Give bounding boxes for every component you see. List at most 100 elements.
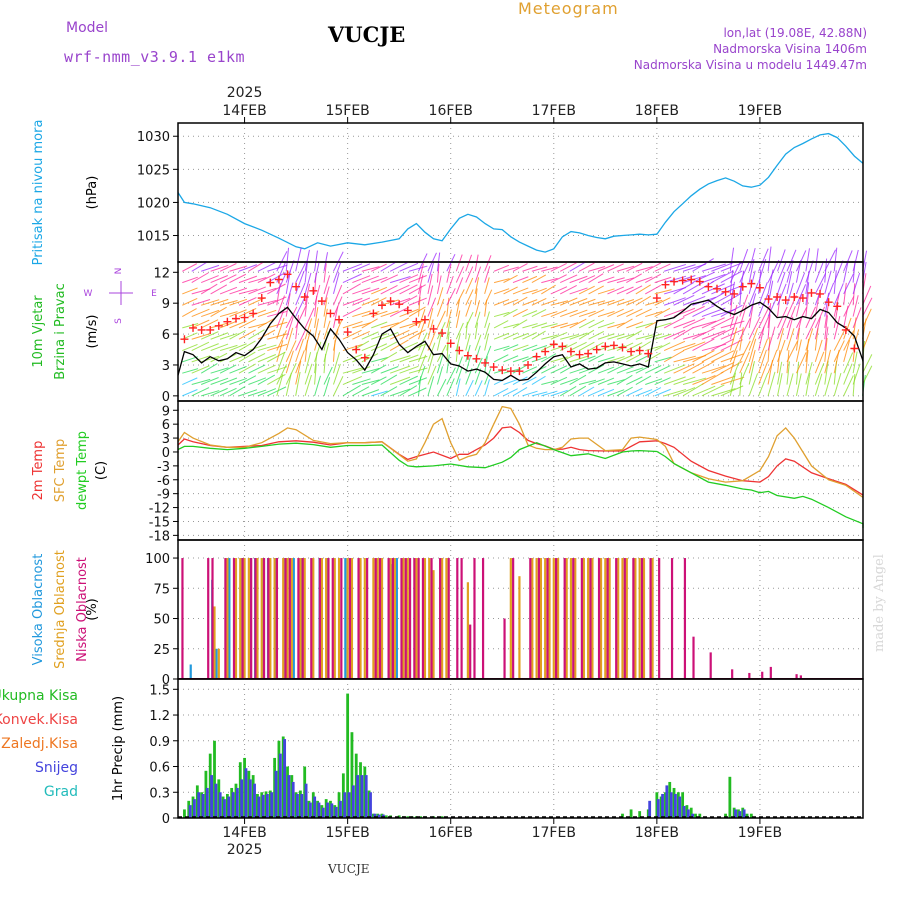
- bar-low_cloud: [473, 558, 476, 679]
- bar-total_precip: [419, 816, 423, 818]
- bar-mid_cloud: [372, 558, 375, 679]
- panel-ylabel: Visoka Oblacnost: [31, 554, 46, 666]
- gust-marker: [652, 294, 661, 303]
- wind-barb: [474, 380, 483, 397]
- wind-barb: [663, 376, 686, 385]
- bar-low_cloud: [709, 652, 712, 679]
- wind-barb: [616, 333, 635, 340]
- bar-mid_cloud: [591, 558, 594, 679]
- wind-barb: [729, 339, 741, 363]
- wind-barb: [692, 304, 715, 318]
- wind-barb: [219, 364, 237, 374]
- wind-barb: [739, 317, 751, 340]
- wind-barb: [295, 282, 306, 306]
- y-tick-label: -18: [149, 529, 170, 544]
- wind-barb: [550, 322, 568, 329]
- wind-barb: [786, 306, 796, 329]
- wind-barb: [484, 311, 490, 329]
- wind-barb: [493, 354, 509, 363]
- wind-barb: [616, 366, 634, 374]
- bar-total_precip: [225, 793, 229, 818]
- wind-barb: [399, 274, 419, 284]
- bar-mid_cloud: [376, 558, 379, 679]
- wind-barb: [805, 372, 811, 396]
- bar-mid_cloud: [312, 558, 315, 679]
- bar-low_cloud: [503, 618, 506, 679]
- wind-barb: [578, 329, 595, 340]
- bar-high_cloud: [228, 558, 231, 679]
- wind-barb: [399, 385, 418, 397]
- wind-barb: [503, 266, 519, 272]
- wind-barb: [645, 299, 663, 306]
- wind-barb: [541, 284, 556, 295]
- wind-barb: [541, 334, 558, 340]
- wind-barb: [484, 333, 489, 351]
- bar-snow: [669, 792, 673, 818]
- wind-barb: [285, 372, 292, 396]
- bar-total_precip: [676, 792, 680, 818]
- bar-snow: [686, 809, 690, 818]
- wind-barb: [626, 285, 643, 295]
- bar-snow: [291, 781, 295, 818]
- wind-barb: [682, 281, 704, 295]
- wind-barb: [238, 375, 257, 385]
- bar-mid_cloud: [423, 558, 427, 679]
- wind-barb: [474, 277, 480, 295]
- wind-barb: [257, 273, 276, 284]
- wind-barb: [267, 343, 288, 352]
- wind-barb: [512, 356, 529, 363]
- bar-high_cloud: [189, 664, 192, 679]
- wind-barb: [522, 265, 538, 272]
- wind-barb: [616, 308, 634, 318]
- gust-marker: [532, 352, 541, 361]
- bar-low_cloud: [692, 636, 695, 679]
- wind-barb: [332, 272, 340, 295]
- wind-barb: [304, 307, 315, 329]
- y-tick-label: 9: [162, 297, 170, 312]
- gust-marker: [463, 351, 472, 360]
- wind-barb: [569, 355, 588, 363]
- wind-barb: [455, 356, 463, 374]
- wind-barb: [569, 332, 588, 340]
- wind-barb: [720, 376, 745, 386]
- bar-total_precip: [384, 815, 388, 818]
- bar-mid_cloud: [587, 558, 590, 679]
- bar-snow: [656, 799, 660, 818]
- gust-marker: [214, 321, 223, 330]
- gust-marker: [712, 284, 721, 293]
- wind-barb: [304, 294, 309, 317]
- wind-barb: [786, 340, 798, 363]
- wind-barb: [833, 260, 844, 283]
- wind-barb: [427, 285, 434, 306]
- bar-mid_cloud: [428, 558, 431, 679]
- panel-wind: 0 3 6 9 12 10m Vjetar Brzina i Pravac (m/s) N S W E: [31, 246, 873, 405]
- wind-barb: [550, 365, 568, 374]
- wind-barb: [560, 309, 578, 318]
- panel-pressure: 1015 1020 1025 1030 Pritisak na nivou mora (h…: [31, 120, 864, 265]
- wind-barb: [474, 311, 481, 329]
- wind-barb: [522, 310, 538, 318]
- bar-snow: [274, 770, 278, 818]
- bar-low_cloud: [357, 558, 360, 679]
- wind-barb: [446, 354, 450, 374]
- y-tick-label: -6: [157, 474, 170, 489]
- bar-mid_cloud: [260, 558, 263, 679]
- bar-total_precip: [337, 792, 341, 818]
- series-line-pressure: [177, 132, 864, 253]
- bar-total_precip: [183, 809, 186, 818]
- bar-total_precip: [672, 787, 676, 818]
- wind-barb: [229, 320, 247, 329]
- wind-barb: [512, 319, 528, 329]
- wind-barb: [748, 270, 756, 295]
- wind-barb: [531, 391, 548, 397]
- bar-mid_cloud: [303, 558, 306, 679]
- wind-barb: [323, 297, 328, 317]
- bar-total_precip: [247, 770, 251, 818]
- wind-barb: [210, 306, 227, 318]
- wind-barb: [635, 334, 653, 340]
- gust-marker: [824, 298, 833, 307]
- wind-barb: [682, 383, 704, 397]
- wind-barb: [852, 283, 856, 306]
- wind-barb: [786, 271, 793, 295]
- bar-high_cloud: [344, 558, 347, 679]
